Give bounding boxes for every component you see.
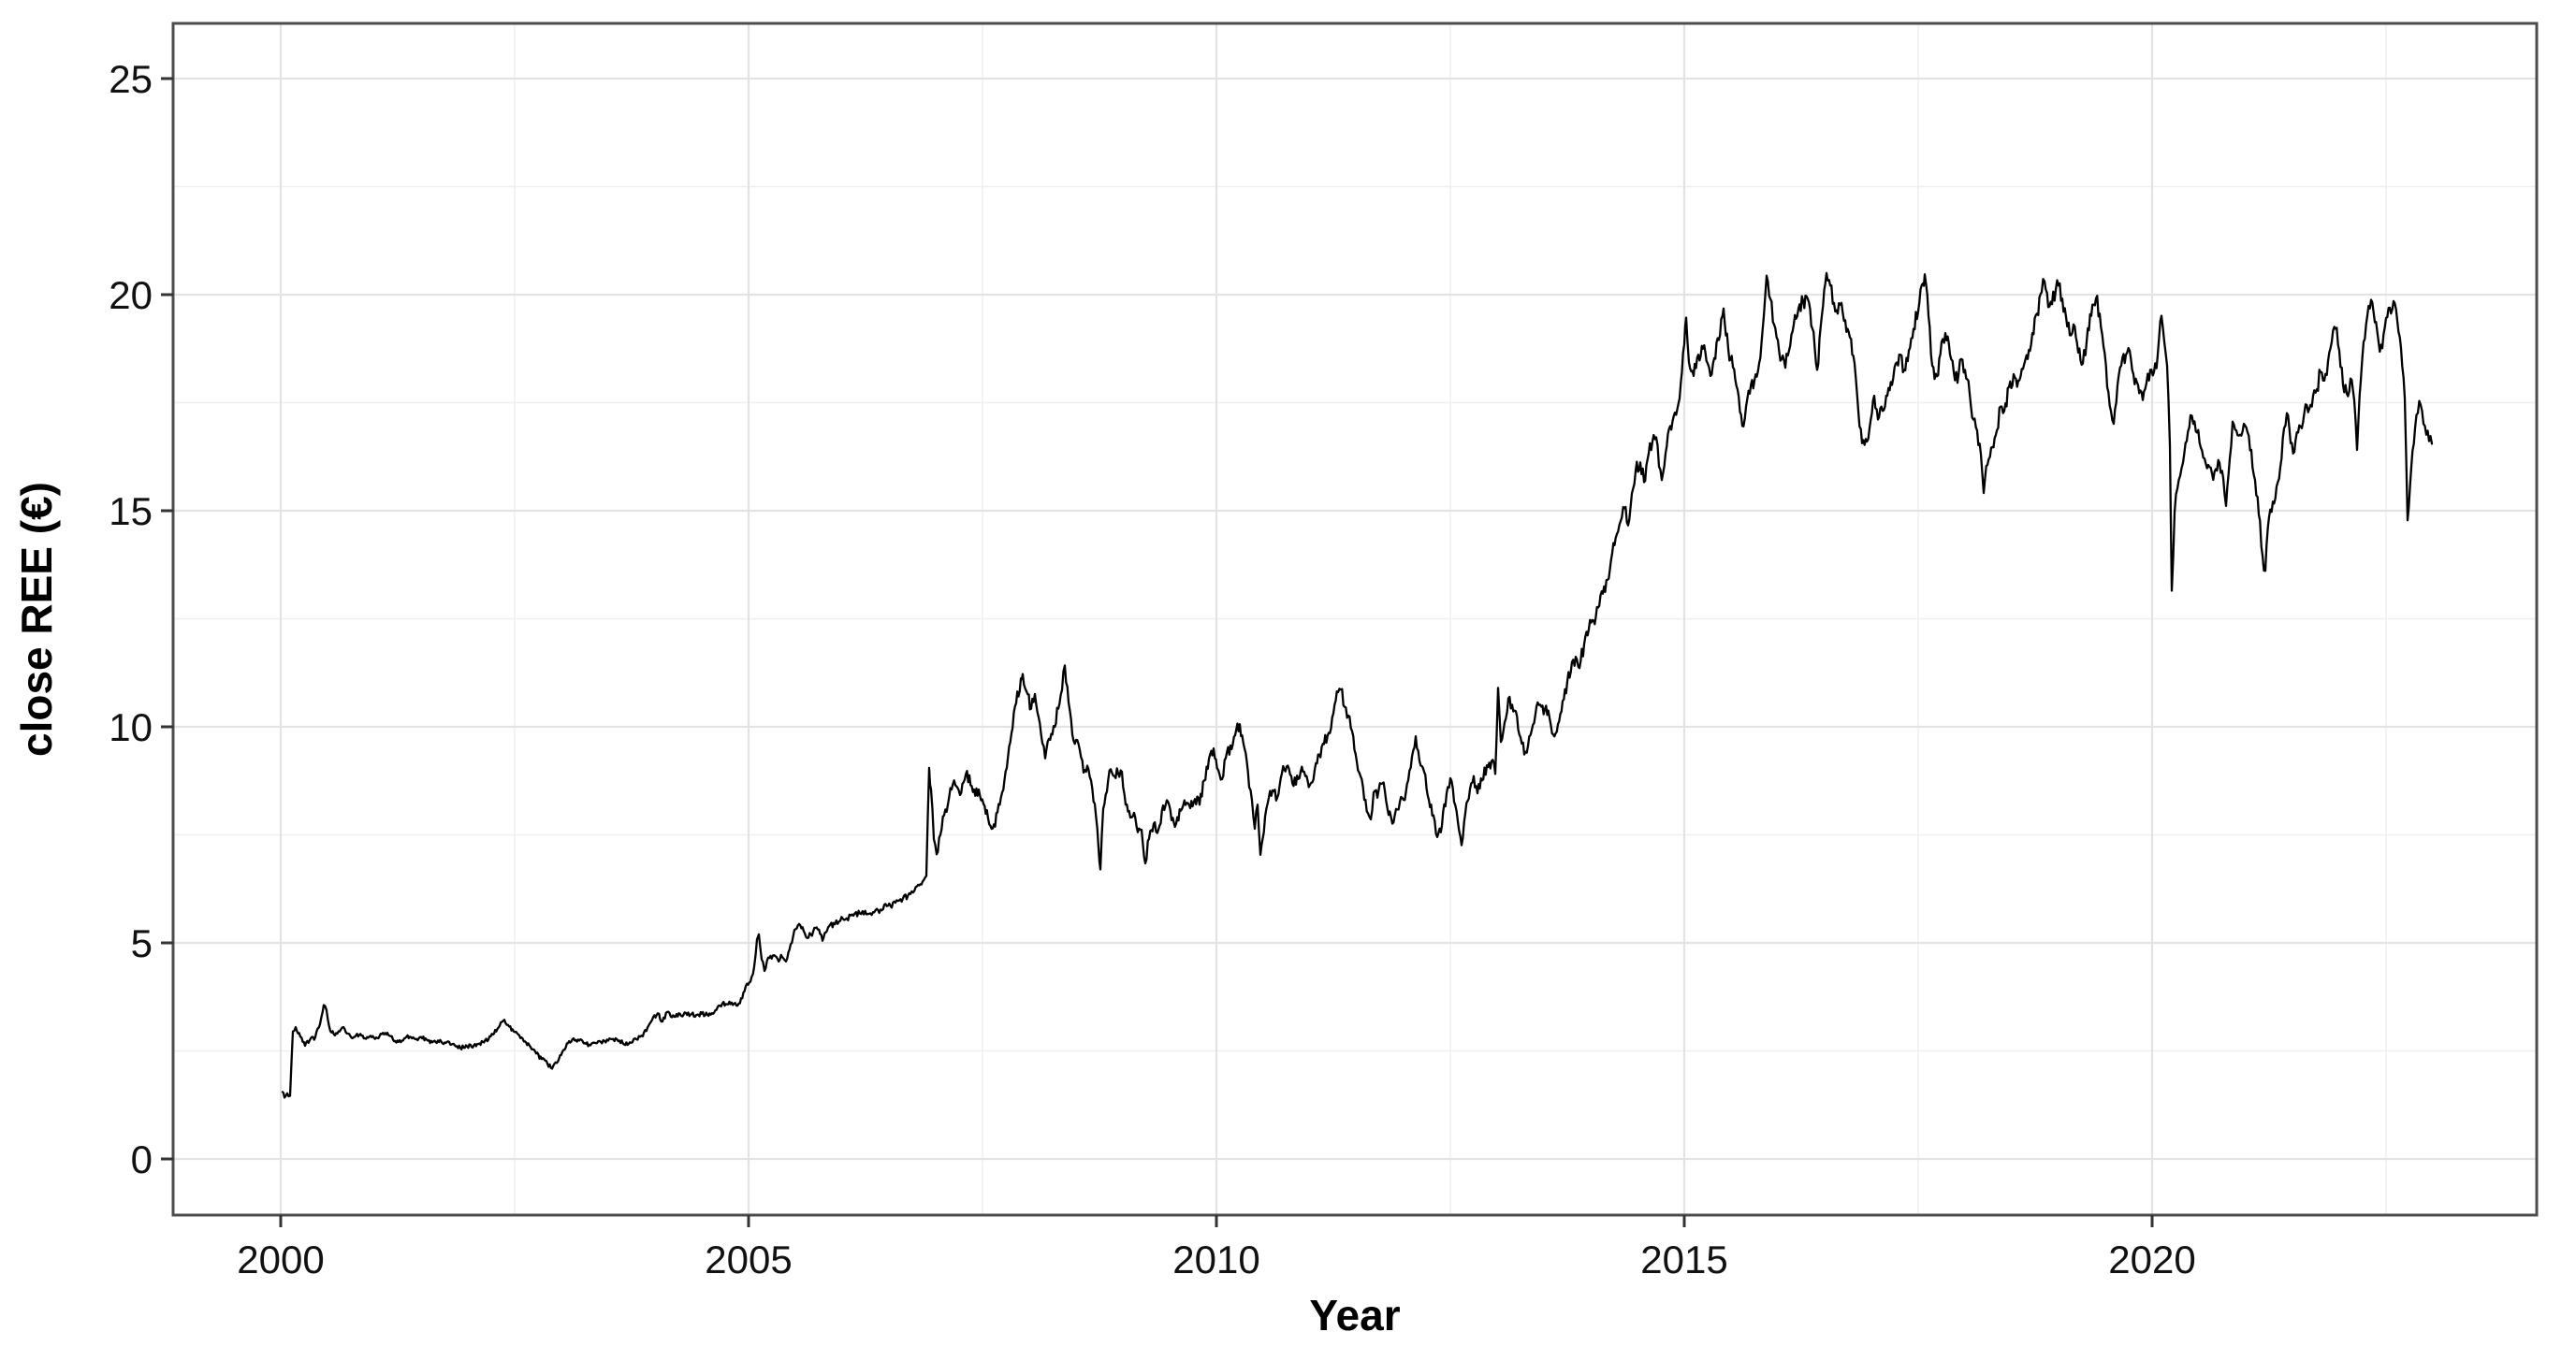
x-tick-label: 2000 bbox=[237, 1238, 324, 1281]
x-tick-label: 2015 bbox=[1640, 1238, 1727, 1281]
y-axis-title: close REE (€) bbox=[12, 482, 61, 757]
y-tick-label: 15 bbox=[109, 489, 153, 533]
y-tick-label: 20 bbox=[109, 273, 153, 317]
y-tick-label: 5 bbox=[131, 921, 153, 965]
major-gridlines bbox=[173, 23, 2537, 1215]
x-tick-label: 2020 bbox=[2108, 1238, 2195, 1281]
minor-gridlines bbox=[173, 23, 2537, 1215]
x-axis-tick-labels: 2000 2005 2010 2015 2020 bbox=[237, 1238, 2195, 1281]
y-tick-label: 25 bbox=[109, 57, 153, 101]
y-tick-label: 0 bbox=[131, 1137, 153, 1181]
plot-panel-border bbox=[171, 22, 2539, 1217]
axis-tick-marks bbox=[161, 77, 2154, 1227]
x-axis-title: Year bbox=[1309, 1291, 1400, 1339]
y-tick-label: 10 bbox=[109, 705, 153, 749]
y-axis-tick-labels: 0 5 10 15 20 25 bbox=[109, 57, 153, 1181]
price-line-series bbox=[281, 271, 2434, 1099]
x-tick-label: 2010 bbox=[1172, 1238, 1259, 1281]
x-tick-label: 2005 bbox=[705, 1238, 792, 1281]
